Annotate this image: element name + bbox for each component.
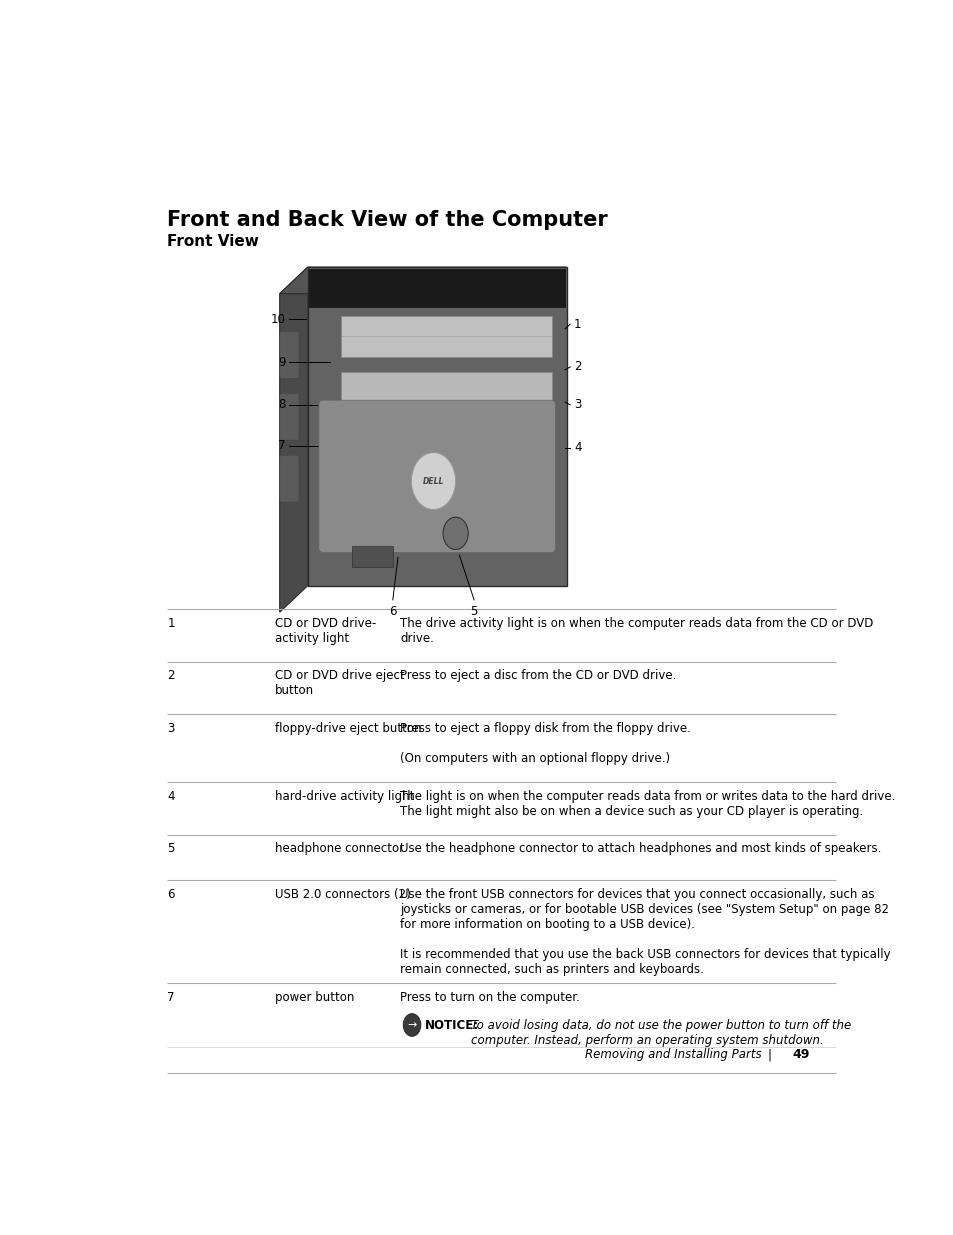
Text: floppy-drive eject button: floppy-drive eject button	[274, 721, 420, 735]
Text: 1: 1	[574, 317, 580, 331]
Text: NOTICE:: NOTICE:	[425, 1019, 479, 1032]
Text: power button: power button	[274, 990, 354, 1004]
Text: The light is on when the computer reads data from or writes data to the hard dri: The light is on when the computer reads …	[400, 790, 895, 818]
Text: Front and Back View of the Computer: Front and Back View of the Computer	[167, 210, 607, 230]
Text: →: →	[407, 1020, 416, 1030]
Text: DELL: DELL	[422, 477, 444, 485]
Text: 9: 9	[278, 356, 285, 369]
Text: Use the headphone connector to attach headphones and most kinds of speakers.: Use the headphone connector to attach he…	[400, 842, 881, 856]
Text: 10: 10	[271, 312, 285, 326]
Text: Press to eject a floppy disk from the floppy drive.

(On computers with an optio: Press to eject a floppy disk from the fl…	[400, 721, 690, 764]
Circle shape	[411, 452, 456, 510]
Text: headphone connector: headphone connector	[274, 842, 403, 856]
Text: 7: 7	[278, 440, 285, 452]
Text: 3: 3	[574, 399, 580, 411]
Text: 3: 3	[167, 721, 174, 735]
Polygon shape	[279, 267, 566, 294]
Text: Removing and Installing Parts: Removing and Installing Parts	[584, 1049, 760, 1061]
Text: Press to eject a disc from the CD or DVD drive.: Press to eject a disc from the CD or DVD…	[400, 669, 676, 682]
FancyBboxPatch shape	[308, 267, 566, 585]
Text: 6: 6	[389, 605, 396, 618]
FancyBboxPatch shape	[279, 394, 298, 440]
FancyBboxPatch shape	[318, 400, 555, 552]
Text: USB 2.0 connectors (2): USB 2.0 connectors (2)	[274, 888, 410, 902]
FancyBboxPatch shape	[279, 456, 298, 501]
Text: 5: 5	[167, 842, 174, 856]
FancyBboxPatch shape	[341, 316, 551, 357]
Text: The drive activity light is on when the computer reads data from the CD or DVD
d: The drive activity light is on when the …	[400, 618, 873, 645]
Polygon shape	[279, 267, 308, 613]
Text: 7: 7	[167, 990, 174, 1004]
Text: To avoid losing data, do not use the power button to turn off the
computer. Inst: To avoid losing data, do not use the pow…	[471, 1019, 850, 1047]
Text: 4: 4	[574, 441, 580, 454]
Text: CD or DVD drive eject
button: CD or DVD drive eject button	[274, 669, 404, 698]
FancyBboxPatch shape	[279, 332, 298, 378]
Text: 8: 8	[278, 399, 285, 411]
Text: Front View: Front View	[167, 233, 259, 248]
Text: 2: 2	[167, 669, 174, 682]
FancyBboxPatch shape	[309, 269, 564, 308]
Text: 5: 5	[470, 605, 477, 618]
FancyBboxPatch shape	[352, 546, 393, 567]
Text: hard-drive activity light: hard-drive activity light	[274, 790, 414, 803]
Text: |: |	[767, 1049, 771, 1061]
Circle shape	[403, 1014, 420, 1036]
Text: 6: 6	[167, 888, 174, 902]
Text: CD or DVD drive-
activity light: CD or DVD drive- activity light	[274, 618, 375, 645]
FancyBboxPatch shape	[341, 372, 551, 408]
Text: 1: 1	[167, 618, 174, 630]
Circle shape	[442, 517, 468, 550]
Text: Press to turn on the computer.: Press to turn on the computer.	[400, 990, 579, 1004]
Text: 49: 49	[791, 1049, 808, 1061]
Text: 4: 4	[167, 790, 174, 803]
Text: Use the front USB connectors for devices that you connect occasionally, such as
: Use the front USB connectors for devices…	[400, 888, 890, 976]
Text: 2: 2	[574, 361, 580, 373]
